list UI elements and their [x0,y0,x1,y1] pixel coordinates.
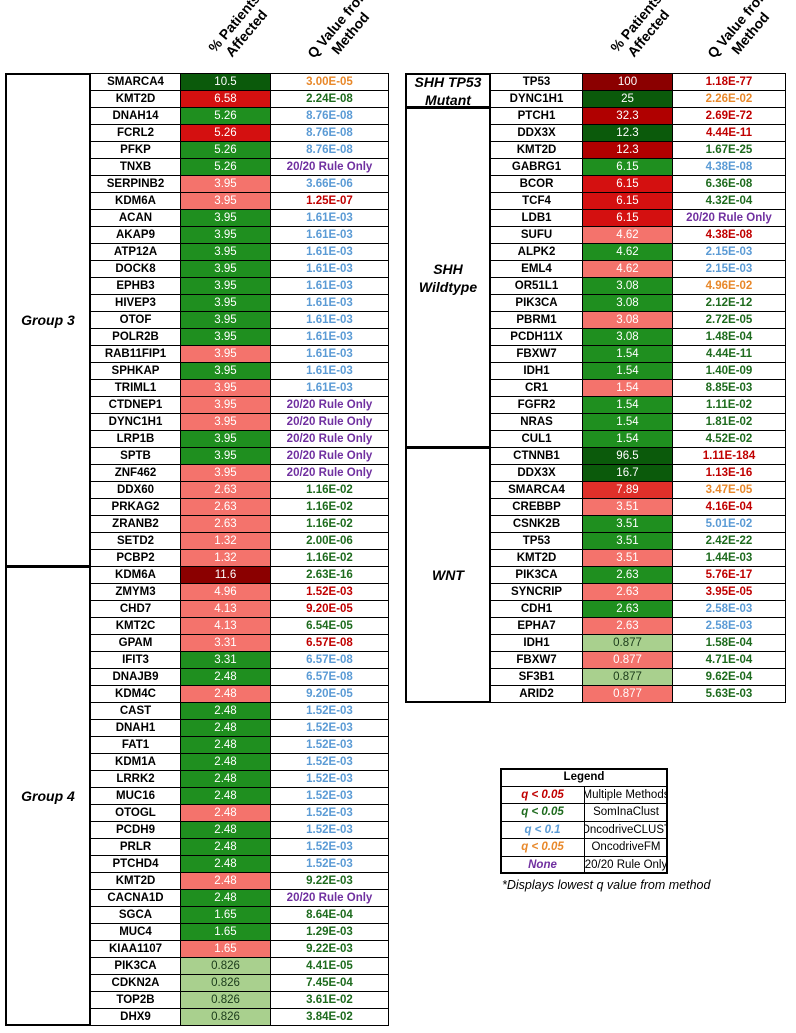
pct-affected: 3.95 [180,379,271,397]
pct-affected: 2.48 [180,872,271,890]
pct-affected: 2.63 [180,515,271,533]
pct-affected: 1.54 [582,345,673,363]
pct-affected: 3.08 [582,311,673,329]
pct-header: % Patients Affected [606,0,673,60]
footnote: *Displays lowest q value from method [502,878,711,892]
pct-affected: 5.26 [180,124,271,142]
pct-affected: 2.63 [582,600,673,618]
pct-affected: 0.877 [582,668,673,686]
pct-affected: 3.31 [180,651,271,669]
pct-header: % Patients Affected [204,0,271,60]
pct-affected: 3.08 [582,294,673,312]
pct-affected: 2.63 [180,498,271,516]
pct-affected: 2.48 [180,804,271,822]
q-header: Q Value from Method [703,0,772,62]
pct-affected: 2.48 [180,719,271,737]
pct-affected: 3.95 [180,311,271,329]
pct-affected: 2.48 [180,770,271,788]
pct-affected: 12.3 [582,124,673,142]
legend-border [500,768,668,874]
pct-affected: 3.51 [582,549,673,567]
table-border [5,73,389,1026]
table-border [405,73,786,703]
q-header: Q Value from Method [303,0,373,62]
pct-affected: 3.08 [582,277,673,295]
pct-affected: 4.62 [582,226,673,244]
pct-affected: 2.48 [180,821,271,839]
